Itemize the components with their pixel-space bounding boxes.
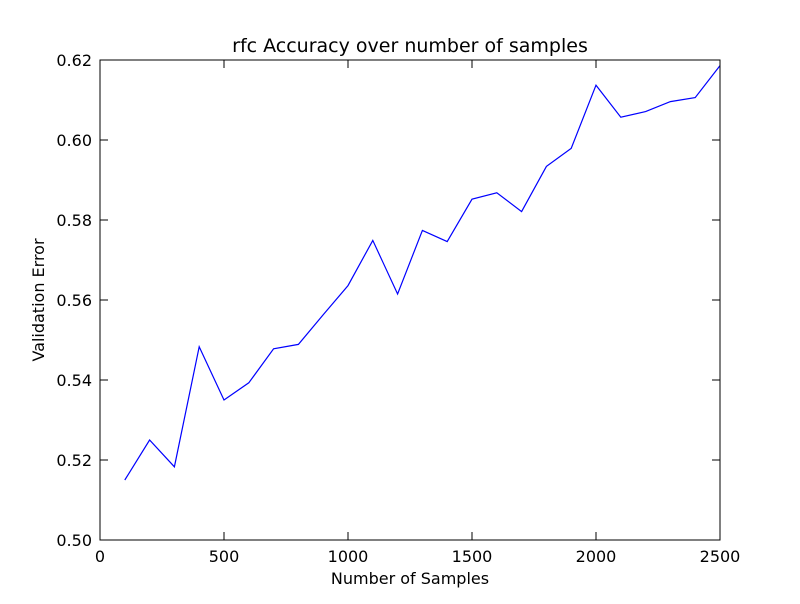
x-tick-label: 1000 — [328, 547, 369, 566]
y-tick-label: 0.56 — [56, 291, 92, 310]
ticks-layer: 0 500 1000 1500 2000 2500 0.50 0.52 0.54 0.56 0.58… — [56, 51, 740, 566]
y-tick-label: 0.58 — [56, 211, 92, 230]
y-tick-label: 0.54 — [56, 371, 92, 390]
plot-area-frame — [99, 59, 721, 541]
x-tick-label: 1500 — [452, 547, 493, 566]
series-line-0 — [124, 65, 721, 481]
x-tick-label: 2500 — [700, 547, 741, 566]
y-axis-label: Validation Error — [29, 238, 48, 362]
x-axis-label: Number of Samples — [331, 569, 489, 588]
plot-layer — [124, 65, 721, 481]
y-tick-label: 0.60 — [56, 131, 92, 150]
x-tick-label: 2000 — [576, 547, 617, 566]
y-tick-label: 0.62 — [56, 51, 92, 70]
y-tick-label: 0.52 — [56, 451, 92, 470]
y-tick-label: 0.50 — [56, 531, 92, 550]
chart-title: rfc Accuracy over number of samples — [232, 35, 588, 57]
x-tick-label: 500 — [209, 547, 240, 566]
x-tick-label: 0 — [95, 547, 105, 566]
